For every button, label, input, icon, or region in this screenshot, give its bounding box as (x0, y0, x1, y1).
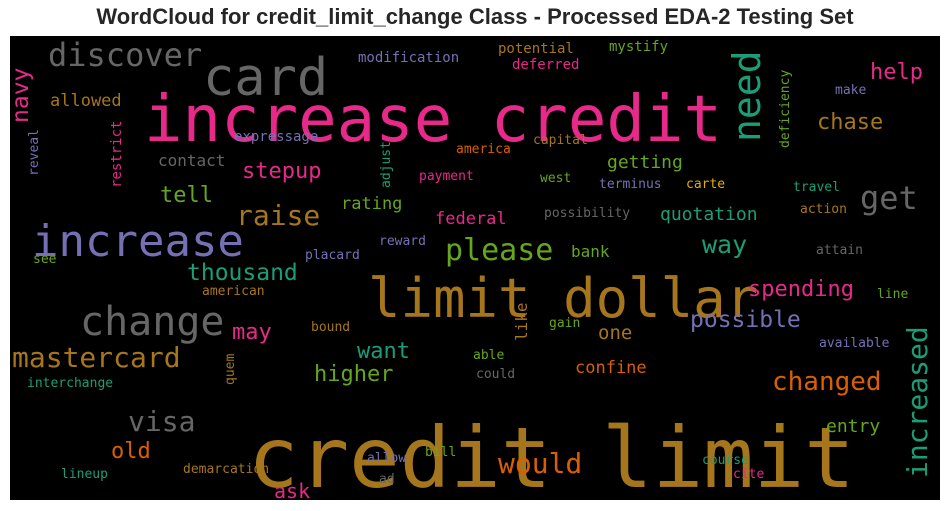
word-deferred: deferred (512, 57, 580, 73)
word-entry: entry (826, 416, 881, 437)
word-bank: bank (571, 242, 610, 261)
word-capital: capital (533, 133, 588, 148)
word-old: old (111, 439, 151, 464)
word-gain: gain (549, 316, 581, 331)
word-get: get (860, 179, 918, 217)
word-travel: travel (793, 180, 840, 195)
word-terminus: terminus (599, 177, 662, 192)
word-bill: bill (425, 445, 457, 460)
word-expressage: expressage (234, 129, 319, 145)
word-action: action (800, 202, 847, 217)
word-demarcation: demarcation (183, 462, 270, 477)
word-changed: changed (772, 367, 882, 397)
word-visa: visa (128, 405, 196, 438)
word-cite: cite (733, 467, 765, 482)
word-please: please (445, 233, 554, 268)
word-contact: contact (158, 151, 226, 170)
word-navy: navy (10, 67, 34, 123)
word-west: west (540, 171, 572, 186)
word-increase-credit: increase credit (144, 83, 722, 157)
word-mystify: mystify (609, 39, 669, 55)
word-one: one (598, 322, 633, 344)
word-american: american (202, 284, 265, 299)
word-could: could (476, 367, 516, 382)
word-rating: rating (341, 194, 403, 214)
word-like: like (512, 302, 531, 341)
word-adjust: adjust (379, 141, 394, 188)
word-interchange: interchange (27, 376, 114, 391)
word-federal: federal (435, 209, 507, 229)
word-higher: higher (314, 362, 394, 387)
word-allowed: allowed (50, 91, 122, 111)
word-possible: possible (690, 307, 801, 333)
word-allow: allow (367, 451, 407, 466)
word-mastercard: mastercard (12, 341, 181, 374)
word-increased: increased (901, 326, 934, 478)
word-able: able (473, 348, 505, 363)
word-may: may (232, 320, 272, 345)
word-potential: potential (498, 41, 574, 57)
wordcloud-canvas: credit limit increase credit limit dollar c… (10, 36, 940, 500)
word-change: change (80, 299, 225, 345)
word-line: line (877, 287, 909, 302)
word-restrict: restrict (109, 120, 125, 188)
word-card: card (203, 48, 329, 108)
chart-title: WordCloud for credit_limit_change Class … (96, 4, 854, 29)
word-course: course (702, 453, 749, 468)
word-make: make (835, 83, 867, 98)
word-available: available (819, 336, 890, 351)
word-ask: ask (274, 479, 311, 500)
word-confine: confine (575, 358, 647, 378)
word-possibility: possibility (544, 206, 631, 221)
word-raise: raise (236, 199, 321, 232)
word-limit-dollar: limit dollar (368, 267, 759, 330)
word-chase: chase (817, 110, 884, 135)
word-credit-limit: credit limit (248, 409, 855, 500)
word-help: help (870, 60, 923, 85)
word-reward: reward (379, 234, 426, 249)
word-discover: discover (48, 36, 203, 74)
word-bound: bound (311, 320, 351, 335)
word-attain: attain (816, 243, 863, 258)
word-getting: getting (607, 152, 683, 173)
word-payment: payment (419, 169, 474, 184)
word-placard: placard (305, 248, 360, 263)
word-see: see (33, 252, 57, 267)
word-spending: spending (748, 277, 854, 302)
word-america: america (456, 142, 511, 157)
word-ad: ad (379, 472, 395, 487)
word-tell: tell (160, 183, 213, 208)
word-way: way (702, 230, 748, 259)
word-need: need (725, 50, 769, 142)
word-reveal: reveal (27, 129, 42, 176)
word-quotation: quotation (660, 204, 758, 225)
word-modification: modification (358, 50, 460, 66)
word-lineup: lineup (61, 467, 108, 482)
word-thousand: thousand (187, 260, 298, 286)
word-carte: carte (686, 177, 726, 192)
word-stepup: stepup (242, 159, 322, 184)
word-want: want (357, 339, 410, 364)
word-increase: increase (32, 216, 244, 267)
word-quem: quem (223, 353, 238, 385)
word-would: would (498, 447, 583, 480)
word-deficiency: deficiency (778, 69, 793, 148)
